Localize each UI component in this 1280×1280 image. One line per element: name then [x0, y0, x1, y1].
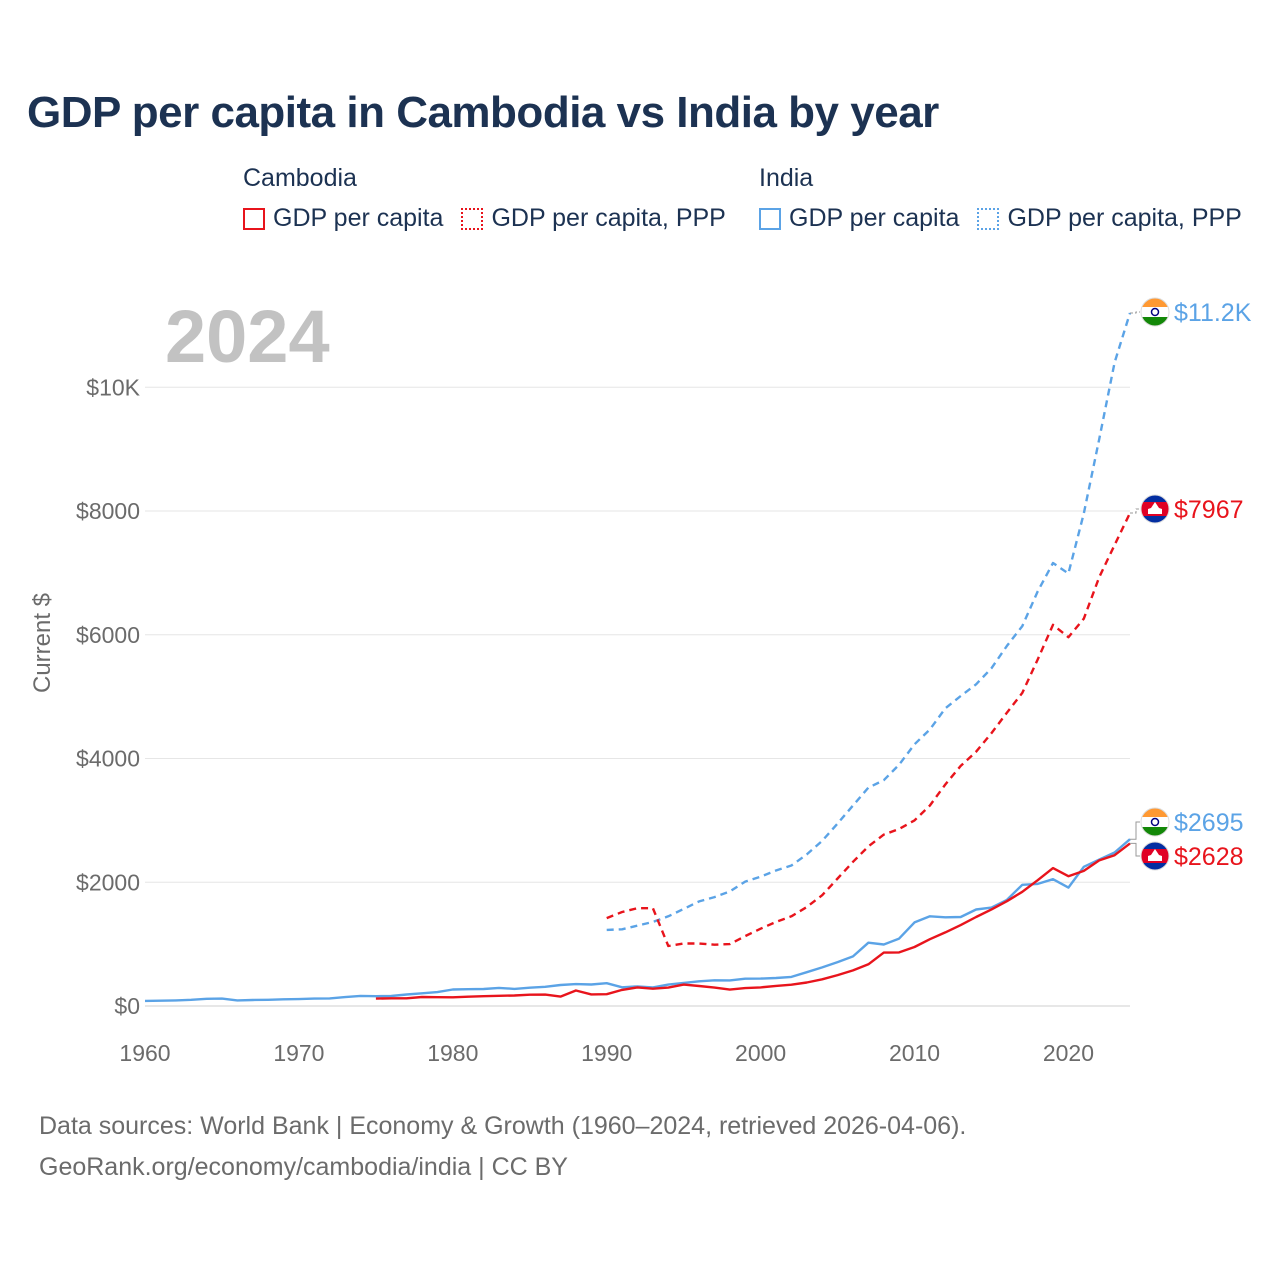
y-tick-label: $2000: [76, 869, 140, 895]
x-tick-label: 2020: [1043, 1040, 1094, 1066]
x-tick-label: 1960: [119, 1040, 170, 1066]
year-watermark: 2024: [165, 295, 330, 378]
y-tick-label: $10K: [86, 374, 140, 400]
legend-label-cambodia-gdp: GDP per capita: [273, 204, 444, 232]
end-labels: $11.2K $7967 $2695 $2628: [1130, 297, 1252, 871]
series-line-cambodia-dashed[interactable]: [606, 512, 1132, 948]
end-label-connector: [1130, 821, 1140, 840]
x-tick-label: 2000: [735, 1040, 786, 1066]
axis-ticks: $0 $2000 $4000 $6000 $8000 $10K 1960 1970 1980 19…: [76, 374, 1094, 1066]
legend-swatch-india-ppp: [977, 207, 1000, 230]
series-line-cambodia-solid[interactable]: [375, 842, 1131, 1000]
india-flag-icon: [1140, 807, 1170, 837]
legend-country-india: India: [759, 164, 814, 192]
cambodia-flag-icon: [1140, 494, 1170, 524]
legend-india: India GDP per capita GDP per capita, PPP: [759, 162, 1242, 233]
legend-label-india-gdp: GDP per capita: [789, 204, 960, 232]
india-flag-icon: [1140, 297, 1170, 327]
y-tick-label: $0: [114, 993, 140, 1019]
gridlines: [145, 386, 1130, 1007]
y-tick-label: $8000: [76, 498, 140, 524]
end-value-label: $2695: [1174, 809, 1244, 837]
legend-label-cambodia-ppp: GDP per capita, PPP: [491, 204, 726, 232]
legend-cambodia: Cambodia GDP per capita GDP per capita, …: [243, 162, 726, 233]
cambodia-flag-icon: [1140, 841, 1170, 871]
end-label-connector: [1130, 842, 1140, 857]
y-tick-label: $6000: [76, 622, 140, 648]
legend-swatch-cambodia-gdp: [243, 207, 265, 230]
series-line-india-solid[interactable]: [144, 838, 1131, 1003]
end-value-label: $11.2K: [1174, 299, 1252, 327]
x-tick-label: 1970: [273, 1040, 324, 1066]
x-tick-label: 1990: [581, 1040, 632, 1066]
y-axis-label: Current $: [29, 593, 56, 693]
x-tick-label: 2010: [889, 1040, 940, 1066]
source-note: Data sources: World Bank | Economy & Gro…: [39, 1106, 966, 1188]
end-label-connector: [1130, 508, 1140, 514]
end-label-connector: [1130, 311, 1140, 314]
end-value-label: $7967: [1174, 496, 1244, 524]
series-lines: [144, 312, 1132, 1003]
chart-title: GDP per capita in Cambodia vs India by y…: [27, 88, 939, 137]
legend-country-cambodia: Cambodia: [243, 164, 357, 192]
legend-item-cambodia-gdp[interactable]: GDP per capita: [243, 204, 443, 233]
legend-label-india-ppp: GDP per capita, PPP: [1007, 204, 1242, 232]
legend-item-india-ppp[interactable]: GDP per capita, PPP: [977, 204, 1242, 233]
x-tick-label: 1980: [427, 1040, 478, 1066]
series-line-india-dashed[interactable]: [606, 312, 1132, 932]
end-value-label: $2628: [1174, 843, 1244, 871]
source-line-2[interactable]: GeoRank.org/economy/cambodia/india | CC …: [39, 1153, 568, 1181]
legend-item-cambodia-ppp[interactable]: GDP per capita, PPP: [461, 204, 726, 233]
legend-swatch-india-gdp: [759, 207, 781, 230]
legend-swatch-cambodia-ppp: [461, 207, 484, 230]
y-tick-label: $4000: [76, 746, 140, 772]
legend-item-india-gdp[interactable]: GDP per capita: [759, 204, 959, 233]
source-line-1: Data sources: World Bank | Economy & Gro…: [39, 1112, 967, 1140]
